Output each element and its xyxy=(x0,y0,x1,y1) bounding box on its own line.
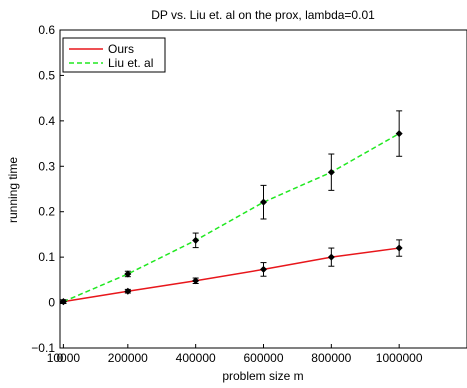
data-point xyxy=(260,265,267,273)
y-tick-label: 0.5 xyxy=(38,68,55,82)
x-tick-label: 0 xyxy=(57,351,64,365)
y-tick-label: 0.2 xyxy=(38,205,55,219)
series-0 xyxy=(59,239,403,306)
legend-label-ours: Ours xyxy=(108,42,134,56)
series-layer xyxy=(59,110,403,306)
data-point xyxy=(192,236,200,244)
x-tick-label: 800000 xyxy=(311,351,351,365)
data-point xyxy=(327,168,335,176)
y-axis-label: running time xyxy=(6,157,20,223)
y-tick-label: −0.1 xyxy=(31,341,55,355)
x-tick-label: 200000 xyxy=(108,351,148,365)
data-point xyxy=(395,244,403,252)
x-tick-label: 10000 xyxy=(47,351,81,365)
x-tick-label: 400000 xyxy=(176,351,216,365)
data-point xyxy=(59,298,67,306)
y-tick-label: 0.4 xyxy=(38,114,55,128)
data-point xyxy=(124,270,132,278)
chart-title: DP vs. Liu et. al on the prox, lambda=0.… xyxy=(151,8,375,22)
series-line xyxy=(63,247,400,303)
series-1 xyxy=(59,110,403,306)
legend-label-liu: Liu et. al xyxy=(108,56,153,70)
y-tick-label: 0.6 xyxy=(38,23,55,37)
y-tick-label: 0.1 xyxy=(38,250,55,264)
y-tick-label: 0 xyxy=(48,296,55,310)
data-point xyxy=(260,198,267,206)
legend-box xyxy=(62,37,166,73)
legend: Ours Liu et. al xyxy=(62,37,166,73)
series-line xyxy=(63,132,400,303)
data-point xyxy=(192,277,200,285)
data-point xyxy=(124,287,132,295)
data-point xyxy=(327,253,335,261)
x-tick-label: 600000 xyxy=(243,351,283,365)
y-axis: −0.1 0 0.1 0.2 0.3 0.4 0.5 0.6 xyxy=(31,23,64,355)
data-point xyxy=(395,130,403,138)
x-axis-label: problem size m xyxy=(222,369,303,383)
x-tick-label: 1000000 xyxy=(376,351,423,365)
y-tick-label: 0.3 xyxy=(38,159,55,173)
